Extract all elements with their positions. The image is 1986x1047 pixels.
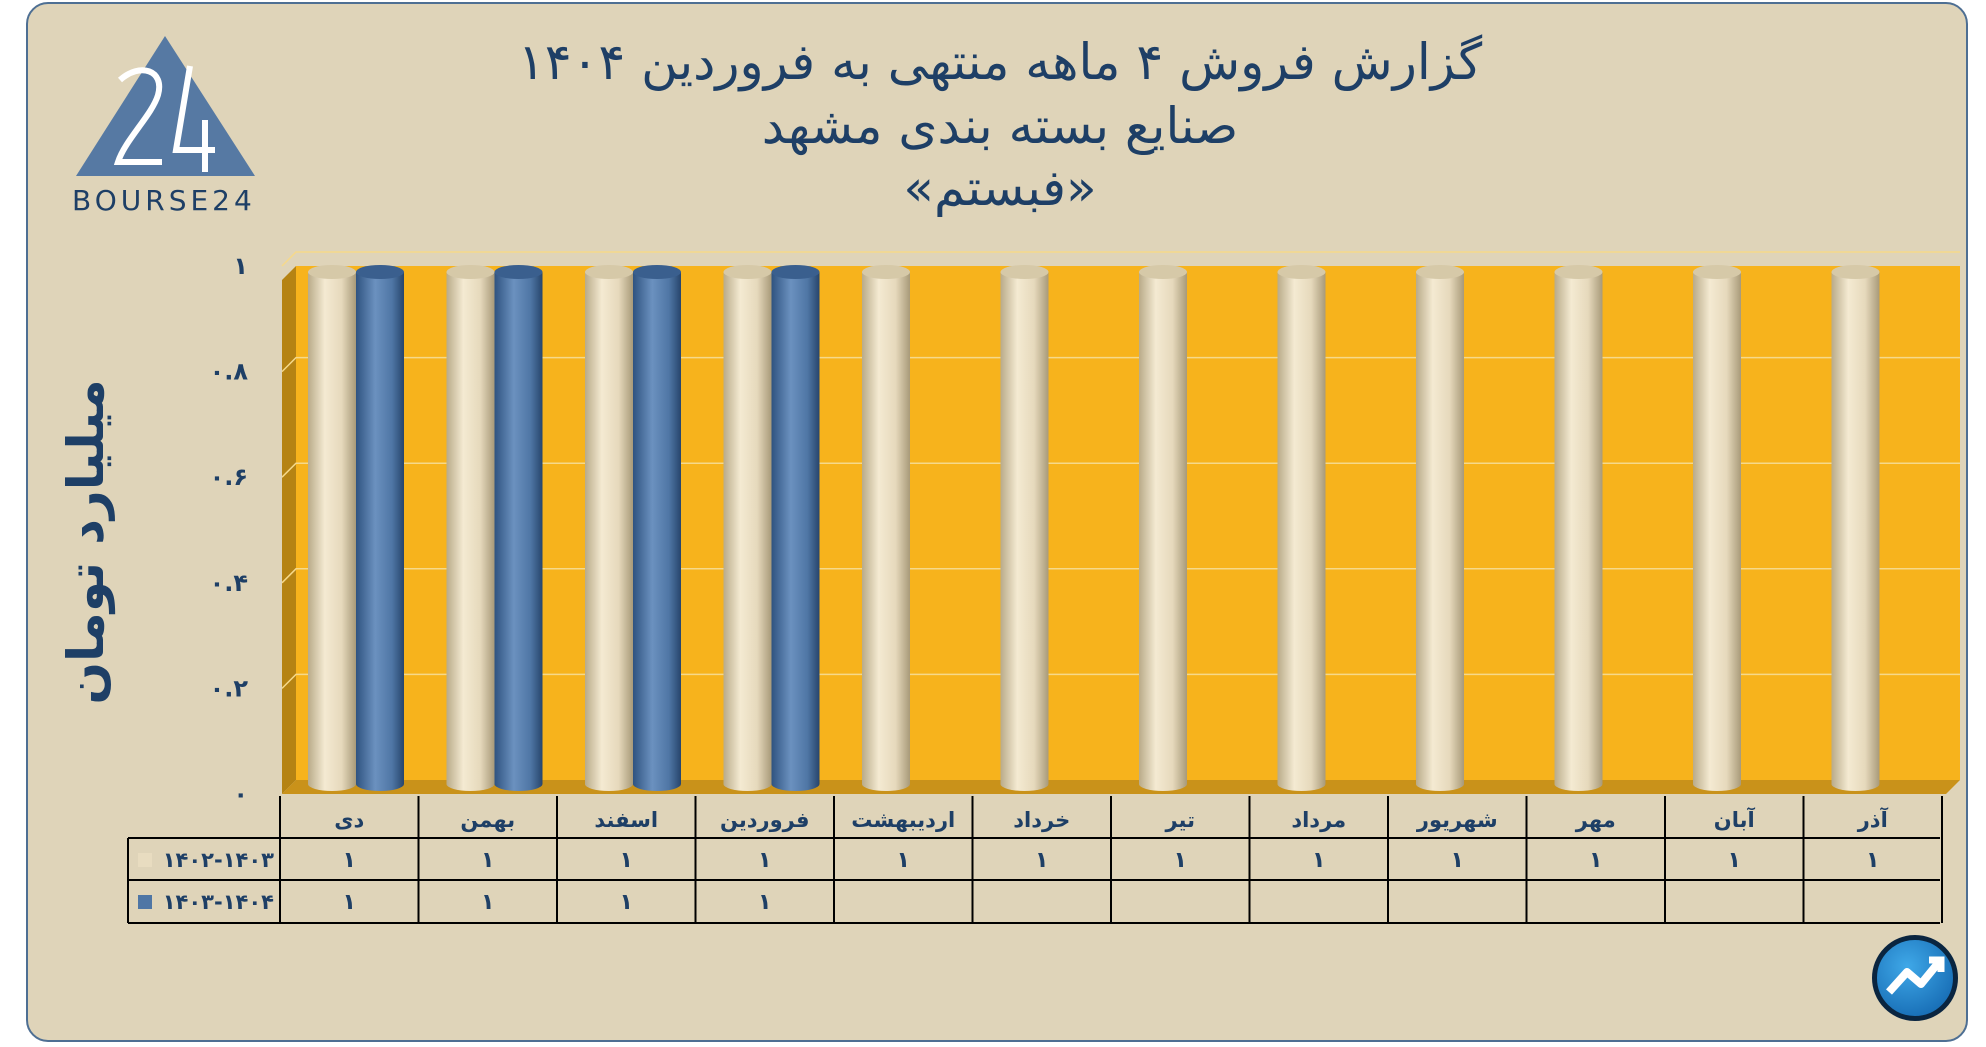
- x-tick-label: خرداد: [1013, 808, 1070, 832]
- logo-text: BOURSE24: [72, 184, 256, 217]
- company-symbol: «فبستم»: [903, 159, 1097, 217]
- data-label: ۱: [1312, 848, 1325, 873]
- data-label: ۱: [481, 890, 494, 915]
- data-label: ۱: [620, 890, 633, 915]
- bourse24-logo-icon: [76, 36, 255, 176]
- gridline: [281, 673, 1960, 689]
- bar-series1-11: [1831, 265, 1880, 791]
- x-tick-label: دی: [334, 808, 364, 832]
- gridline: [281, 462, 1960, 478]
- legend-entry: ۱۴۰۲-۱۴۰۳: [163, 848, 274, 872]
- bar-series1-3: [723, 265, 772, 791]
- data-label: ۱: [1174, 848, 1187, 873]
- gridline: [281, 568, 1960, 584]
- data-label: ۱: [897, 848, 910, 873]
- plot-side-wall: [282, 266, 296, 794]
- bar-series2-1: [494, 265, 543, 791]
- bar-series1-6: [1139, 265, 1187, 791]
- legend-swatch: [138, 895, 152, 909]
- x-tick-label: مهر: [1575, 808, 1616, 832]
- bar-series2-3: [771, 265, 820, 791]
- chart-title: گزارش فروش ۴ ماهه منتهی به فروردین ۱۴۰۴: [517, 33, 1483, 91]
- data-label: ۱: [1728, 848, 1741, 873]
- x-tick-label: شهریور: [1416, 808, 1498, 832]
- data-label: ۱: [1451, 848, 1464, 873]
- x-tick-label: آبان: [1714, 807, 1756, 832]
- data-label: ۱: [1866, 848, 1879, 873]
- y-tick-label: ۰.۸: [210, 358, 249, 386]
- bar-series1-8: [1416, 265, 1464, 791]
- bar-series1-10: [1693, 265, 1741, 791]
- y-tick-label: ۱: [233, 252, 248, 280]
- legend-swatch: [138, 853, 152, 867]
- data-label: ۱: [620, 848, 633, 873]
- data-label: ۱: [1035, 848, 1048, 873]
- y-axis-label: میلیارد تومان: [57, 379, 115, 705]
- bar-series2-2: [633, 265, 681, 791]
- bar-series1-5: [1000, 265, 1049, 791]
- data-label: ۱: [758, 848, 771, 873]
- bar-series1-9: [1554, 265, 1603, 791]
- x-tick-label: اردیبهشت: [851, 808, 955, 832]
- plot-area: [296, 266, 1960, 780]
- trend-arrow-icon[interactable]: [1872, 935, 1958, 1021]
- x-tick-label: تیر: [1164, 808, 1195, 832]
- x-tick-label: اسفند: [594, 808, 658, 832]
- data-label: ۱: [343, 848, 356, 873]
- plot-floor: [282, 780, 1960, 794]
- bar-series2-0: [356, 265, 404, 791]
- bar-series1-1: [446, 265, 495, 791]
- x-tick-label: فروردین: [720, 808, 810, 832]
- data-label: ۱: [1589, 848, 1602, 873]
- y-tick-label: ۰: [233, 780, 248, 808]
- data-label: ۱: [758, 890, 771, 915]
- y-tick-label: ۰.۴: [210, 569, 248, 597]
- chart-subtitle: صنایع بسته بندی مشهد: [761, 97, 1239, 155]
- data-label: ۱: [481, 848, 494, 873]
- bar-series1-7: [1277, 265, 1326, 791]
- gridline: [281, 251, 1960, 267]
- bar-series1-0: [308, 265, 356, 791]
- y-tick-label: ۰.۶: [210, 463, 248, 491]
- data-label: ۱: [343, 890, 356, 915]
- x-tick-label: بهمن: [460, 808, 515, 832]
- bar-series1-2: [585, 265, 633, 791]
- x-tick-label: آذر: [1857, 807, 1889, 832]
- x-tick-label: مرداد: [1291, 808, 1346, 832]
- bar-series1-4: [862, 265, 910, 791]
- gridline: [281, 356, 1960, 373]
- y-tick-label: ۰.۲: [210, 674, 249, 702]
- legend-entry: ۱۴۰۳-۱۴۰۴: [163, 890, 274, 914]
